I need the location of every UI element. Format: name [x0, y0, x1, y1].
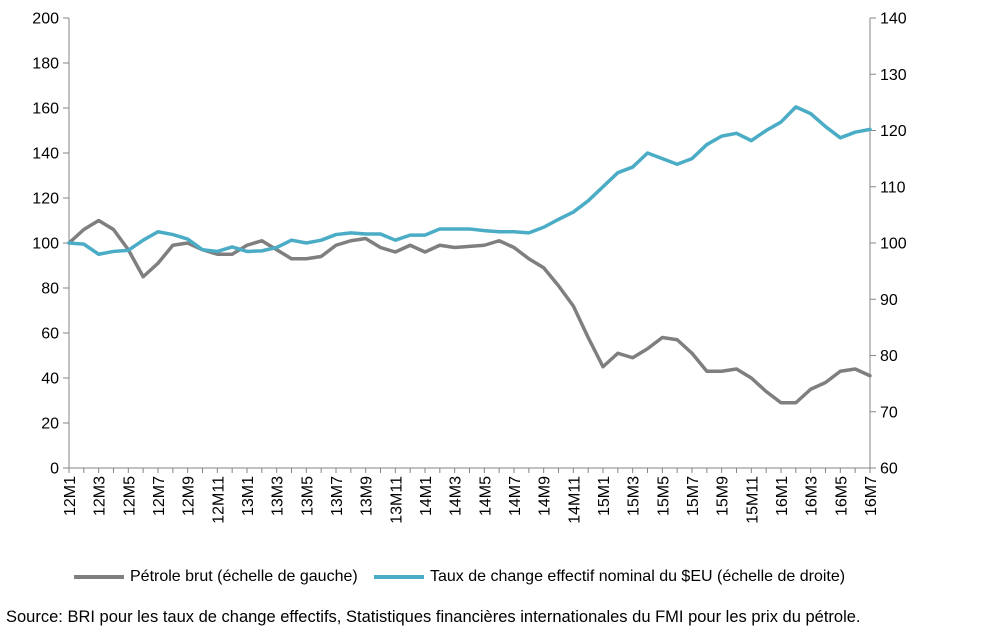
x-tick-label: 14M7	[507, 476, 524, 516]
legend-swatch-oil	[74, 575, 124, 579]
x-tick-label: 13M5	[299, 476, 316, 516]
x-tick-label: 15M9	[715, 476, 732, 516]
y-right-tick-label: 110	[880, 179, 906, 196]
legend-label-usd: Taux de change effectif nominal du $EU (…	[430, 568, 846, 585]
source-note: Source: BRI pour les taux de change effe…	[6, 608, 861, 626]
chart-axes	[63, 17, 876, 473]
y-right-tick-label: 130	[880, 67, 907, 84]
x-tick-label: 13M3	[270, 476, 287, 516]
series-line-usd	[67, 105, 872, 256]
y-left-tick-label: 0	[50, 461, 59, 478]
x-tick-label: 12M1	[62, 476, 79, 516]
x-tick-label: 13M9	[359, 476, 376, 516]
x-tick-label: 12M7	[151, 476, 168, 516]
x-tick-label: 14M1	[418, 476, 435, 516]
y-left-tick-label: 20	[41, 416, 59, 433]
x-tick-label: 14M3	[448, 476, 465, 516]
x-tick-label: 15M11	[744, 476, 761, 524]
y-left-tick-label: 60	[41, 326, 59, 343]
y-left-tick-label: 200	[32, 11, 59, 28]
x-tick-label: 13M11	[388, 476, 405, 524]
x-tick-label: 14M9	[537, 476, 554, 516]
y-left-tick-label: 160	[32, 101, 59, 118]
legend-swatch-usd	[374, 575, 424, 579]
legend-item-usd: Taux de change effectif nominal du $EU (…	[374, 565, 845, 589]
x-tick-label: 15M1	[596, 476, 613, 516]
y-right-tick-label: 140	[880, 11, 907, 28]
x-tick-label: 12M5	[121, 476, 138, 516]
y-left-tick-label: 140	[32, 146, 59, 163]
x-tick-label: 16M5	[833, 476, 850, 516]
chart-tick-labels: 0 20 40 60 80 100 120 140 160 180 200 60 70 80 90 100 11…	[32, 11, 907, 524]
x-tick-label: 16M3	[804, 476, 821, 516]
series-line-oil	[67, 218, 872, 405]
line-chart: 0 20 40 60 80 100 120 140 160 180 200 60 70 80 90 100 11…	[32, 11, 907, 524]
y-left-tick-label: 80	[41, 281, 59, 298]
x-tick-label: 12M9	[181, 476, 198, 516]
y-left-tick-label: 100	[32, 236, 59, 253]
x-tick-label: 14M5	[477, 476, 494, 516]
y-right-tick-label: 100	[880, 236, 907, 253]
chart-series	[67, 105, 872, 405]
y-right-tick-label: 120	[880, 123, 907, 140]
legend: Pétrole brut (échelle de gauche) Taux de…	[0, 565, 1000, 589]
y-left-tick-label: 180	[32, 56, 59, 73]
x-tick-label: 12M11	[210, 476, 227, 524]
y-right-tick-label: 80	[880, 348, 898, 365]
x-tick-label: 15M3	[626, 476, 643, 516]
y-right-tick-label: 70	[880, 404, 898, 421]
x-tick-label: 16M7	[863, 476, 880, 516]
legend-item-oil: Pétrole brut (échelle de gauche)	[74, 565, 358, 589]
x-tick-label: 16M1	[774, 476, 791, 516]
y-left-tick-label: 40	[41, 371, 59, 388]
x-tick-label: 13M7	[329, 476, 346, 516]
legend-label-oil: Pétrole brut (échelle de gauche)	[130, 568, 358, 585]
x-tick-label: 12M3	[92, 476, 109, 516]
x-tick-label: 13M1	[240, 476, 257, 516]
x-tick-label: 15M5	[655, 476, 672, 516]
x-tick-label: 15M7	[685, 476, 702, 516]
y-right-tick-label: 60	[880, 461, 898, 478]
y-left-tick-label: 120	[32, 191, 59, 208]
y-right-tick-label: 90	[880, 292, 898, 309]
x-tick-label: 14M11	[566, 476, 583, 524]
